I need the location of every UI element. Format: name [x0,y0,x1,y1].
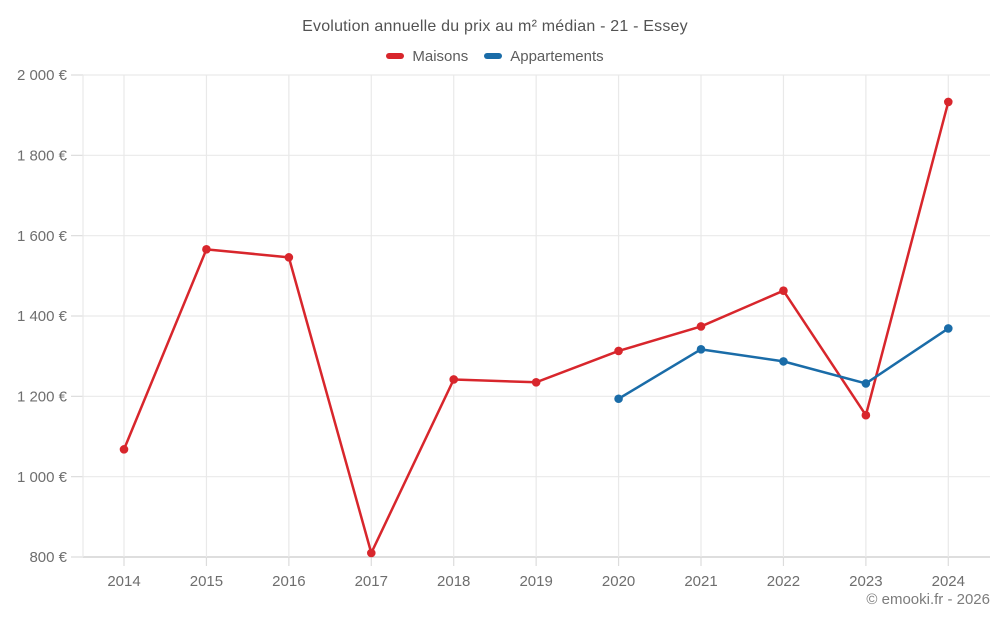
x-tick-label-2018: 2018 [437,573,470,590]
x-tick-label-2021: 2021 [684,573,717,590]
appartements-swatch-icon [484,53,503,59]
data-point-maisons-2015 [202,245,211,254]
maisons-swatch-icon [386,53,405,59]
y-tick-label-1600: 1 600 € [17,228,68,245]
data-point-maisons-2020 [614,346,623,356]
x-tick-label-2023: 2023 [849,573,882,590]
y-tick-label-1800: 1 800 € [17,147,68,164]
legend-label-maisons: Maisons [412,47,469,65]
y-tick-label-2000: 2 000 € [17,67,68,84]
chart-title: Evolution annuelle du prix au m² médian … [302,18,688,35]
data-point-maisons-2022 [779,286,788,295]
data-point-maisons-2014 [119,445,129,454]
x-tick-label-2022: 2022 [767,573,800,590]
data-point-maisons-2019 [531,377,541,387]
data-point-maisons-2023 [861,410,871,420]
x-tick-label-2015: 2015 [190,573,223,590]
x-tick-label-2019: 2019 [519,573,552,590]
data-point-appartements-2024 [944,324,953,333]
data-point-appartements-2021 [696,345,706,354]
data-point-maisons-2018 [449,375,459,384]
legend-item-appartements[interactable]: Appartements [484,47,604,65]
y-tick-label-1200: 1 200 € [17,388,68,405]
data-point-maisons-2017 [366,548,376,558]
data-point-maisons-2016 [284,253,294,262]
y-tick-label-1000: 1 000 € [17,469,68,486]
data-point-maisons-2024 [944,97,953,107]
x-tick-label-2020: 2020 [602,573,635,590]
legend-item-maisons[interactable]: Maisons [386,48,468,65]
x-tick-label-2017: 2017 [355,573,388,590]
y-tick-label-800: 800 € [29,549,67,566]
data-point-appartements-2020 [614,394,623,404]
data-point-maisons-2021 [696,322,706,331]
copyright-text: © emooki.fr - 2026 [866,591,990,608]
x-tick-label-2024: 2024 [932,573,965,590]
y-tick-label-1400: 1 400 € [17,308,68,325]
legend: Maisons Appartements [0,45,990,67]
data-point-appartements-2023 [861,379,871,388]
legend-label-appartements: Appartements [510,47,604,65]
x-tick-label-2016: 2016 [272,573,305,590]
data-point-appartements-2022 [779,357,788,366]
x-tick-label-2014: 2014 [107,573,140,590]
